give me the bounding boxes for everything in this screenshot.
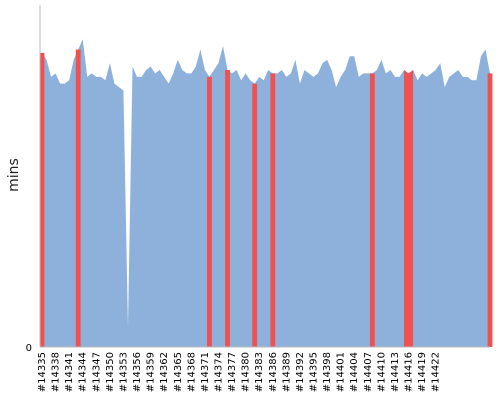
x-tick-label-5: #14350 <box>105 352 116 392</box>
failed-build-segment-6 <box>369 73 375 348</box>
x-tick-label-22: #14401 <box>336 352 347 392</box>
x-tick-label-18: #14389 <box>281 352 292 392</box>
y-axis-label: mins <box>6 158 22 192</box>
failed-build-segment-1 <box>75 49 81 348</box>
failed-build-segment-5 <box>270 73 276 348</box>
x-tick-label-1: #14338 <box>51 352 62 392</box>
x-tick-label-28: #14419 <box>417 352 428 392</box>
x-tick-label-26: #14413 <box>390 352 401 392</box>
x-tick-label-15: #14380 <box>241 352 252 392</box>
x-tick-label-4: #14347 <box>91 352 102 392</box>
failed-build-segment-7 <box>404 69 414 347</box>
area-series-layer <box>39 39 493 348</box>
x-tick-label-19: #14392 <box>295 352 306 392</box>
failed-build-segment-8 <box>487 73 493 348</box>
failed-build-segment-3 <box>225 69 230 347</box>
failed-build-segment-0 <box>39 52 45 347</box>
area-passed-builds <box>42 39 490 347</box>
x-tick-label-23: #14404 <box>349 352 360 392</box>
x-tick-label-9: #14362 <box>159 352 170 392</box>
x-tick-label-27: #14416 <box>404 352 415 392</box>
x-tick-label-20: #14395 <box>309 352 320 392</box>
failed-build-segment-4 <box>252 83 258 347</box>
x-tick-label-10: #14365 <box>173 352 184 392</box>
x-tick-label-6: #14353 <box>118 352 129 392</box>
x-tick-label-14: #14377 <box>227 352 238 392</box>
x-tick-label-0: #14335 <box>37 352 48 392</box>
x-tick-label-11: #14368 <box>186 352 197 392</box>
x-tick-label-13: #14374 <box>213 352 224 392</box>
failed-build-segment-2 <box>207 76 212 347</box>
x-tick-label-21: #14398 <box>322 352 333 392</box>
x-tick-label-7: #14356 <box>132 352 143 392</box>
x-tick-label-8: #14359 <box>146 352 157 392</box>
x-tick-labels: #14335 #14338 #14341 #14344 #14347 #14350 #143… <box>37 352 442 392</box>
x-tick-label-17: #14386 <box>268 352 279 392</box>
x-tick-label-12: #14371 <box>200 352 211 392</box>
x-tick-label-3: #14344 <box>78 352 89 392</box>
x-tick-label-25: #14410 <box>376 352 387 392</box>
x-tick-label-29: #14422 <box>431 352 442 392</box>
x-tick-label-24: #14407 <box>363 352 374 392</box>
x-tick-label-2: #14341 <box>64 352 75 392</box>
x-tick-label-16: #14383 <box>254 352 265 392</box>
y-tick-label-0: 0 <box>26 343 32 354</box>
